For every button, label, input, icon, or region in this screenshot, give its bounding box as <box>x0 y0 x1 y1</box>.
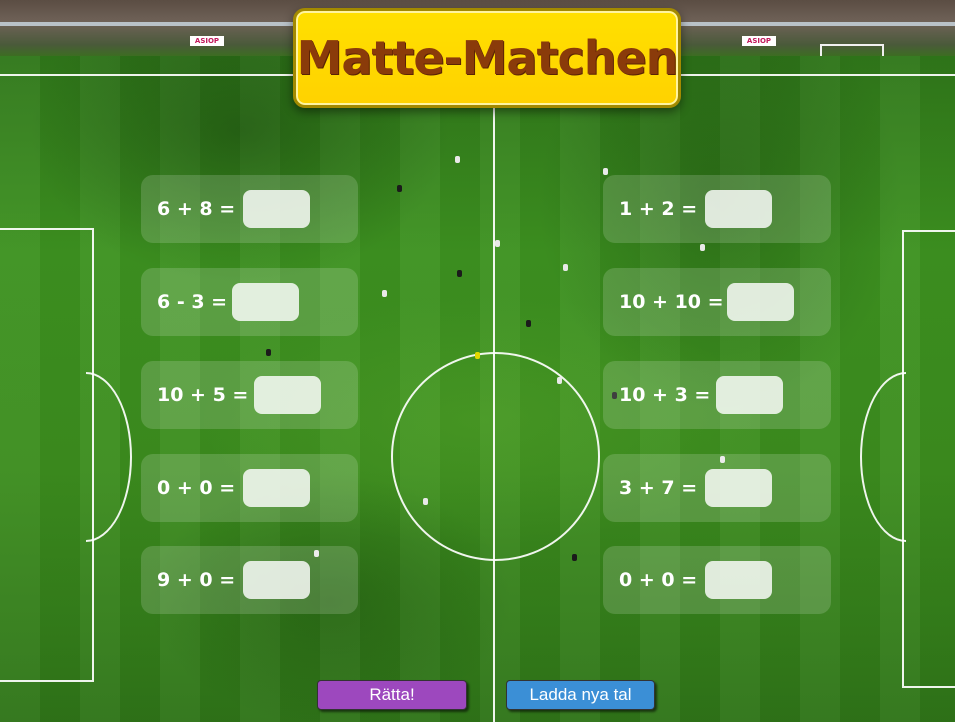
player <box>563 264 568 271</box>
problem-expression: 6 + 8 = <box>157 198 236 220</box>
problem-card-right-5: 0 + 0 = <box>603 546 831 614</box>
center-circle <box>391 352 600 561</box>
player <box>266 349 271 356</box>
problem-card-right-4: 3 + 7 = <box>603 454 831 522</box>
player <box>557 377 562 384</box>
problem-expression: 0 + 0 = <box>157 477 236 499</box>
answer-input[interactable] <box>254 376 321 414</box>
problem-card-right-2: 10 + 10 = <box>603 268 831 336</box>
problem-expression: 3 + 7 = <box>619 477 698 499</box>
player <box>720 456 725 463</box>
right-penalty-box <box>902 230 955 688</box>
player <box>603 168 608 175</box>
goal-net <box>820 44 884 56</box>
load-new-numbers-button[interactable]: Ladda nya tal <box>506 680 655 710</box>
player <box>455 156 460 163</box>
problem-expression: 9 + 0 = <box>157 569 236 591</box>
problem-card-left-3: 10 + 5 = <box>141 361 358 429</box>
problem-card-left-5: 9 + 0 = <box>141 546 358 614</box>
problem-expression: 10 + 5 = <box>157 384 249 406</box>
player <box>700 244 705 251</box>
player <box>457 270 462 277</box>
player <box>314 550 319 557</box>
answer-input[interactable] <box>716 376 783 414</box>
problem-expression: 10 + 10 = <box>619 291 724 313</box>
player <box>382 290 387 297</box>
problem-expression: 1 + 2 = <box>619 198 698 220</box>
problem-expression: 10 + 3 = <box>619 384 711 406</box>
problem-card-right-3: 10 + 3 = <box>603 361 831 429</box>
player <box>526 320 531 327</box>
problem-expression: 0 + 0 = <box>619 569 698 591</box>
problem-expression: 6 - 3 = <box>157 291 228 313</box>
player <box>572 554 577 561</box>
ad-board-right: ASIOP <box>742 36 776 46</box>
answer-input[interactable] <box>232 283 299 321</box>
title-banner: Matte-Matchen <box>293 8 681 108</box>
problem-card-left-1: 6 + 8 = <box>141 175 358 243</box>
problem-card-left-2: 6 - 3 = <box>141 268 358 336</box>
problem-card-left-4: 0 + 0 = <box>141 454 358 522</box>
player <box>423 498 428 505</box>
player <box>612 392 617 399</box>
left-penalty-box <box>0 228 94 682</box>
player <box>475 352 480 359</box>
game-title: Matte-Matchen <box>296 31 679 85</box>
answer-input[interactable] <box>705 469 772 507</box>
player <box>495 240 500 247</box>
problem-card-right-1: 1 + 2 = <box>603 175 831 243</box>
answer-input[interactable] <box>727 283 794 321</box>
answer-input[interactable] <box>705 190 772 228</box>
check-answers-button[interactable]: Rätta! <box>317 680 467 710</box>
answer-input[interactable] <box>243 469 310 507</box>
answer-input[interactable] <box>705 561 772 599</box>
player <box>397 185 402 192</box>
answer-input[interactable] <box>243 190 310 228</box>
answer-input[interactable] <box>243 561 310 599</box>
ad-board-left: ASIOP <box>190 36 224 46</box>
